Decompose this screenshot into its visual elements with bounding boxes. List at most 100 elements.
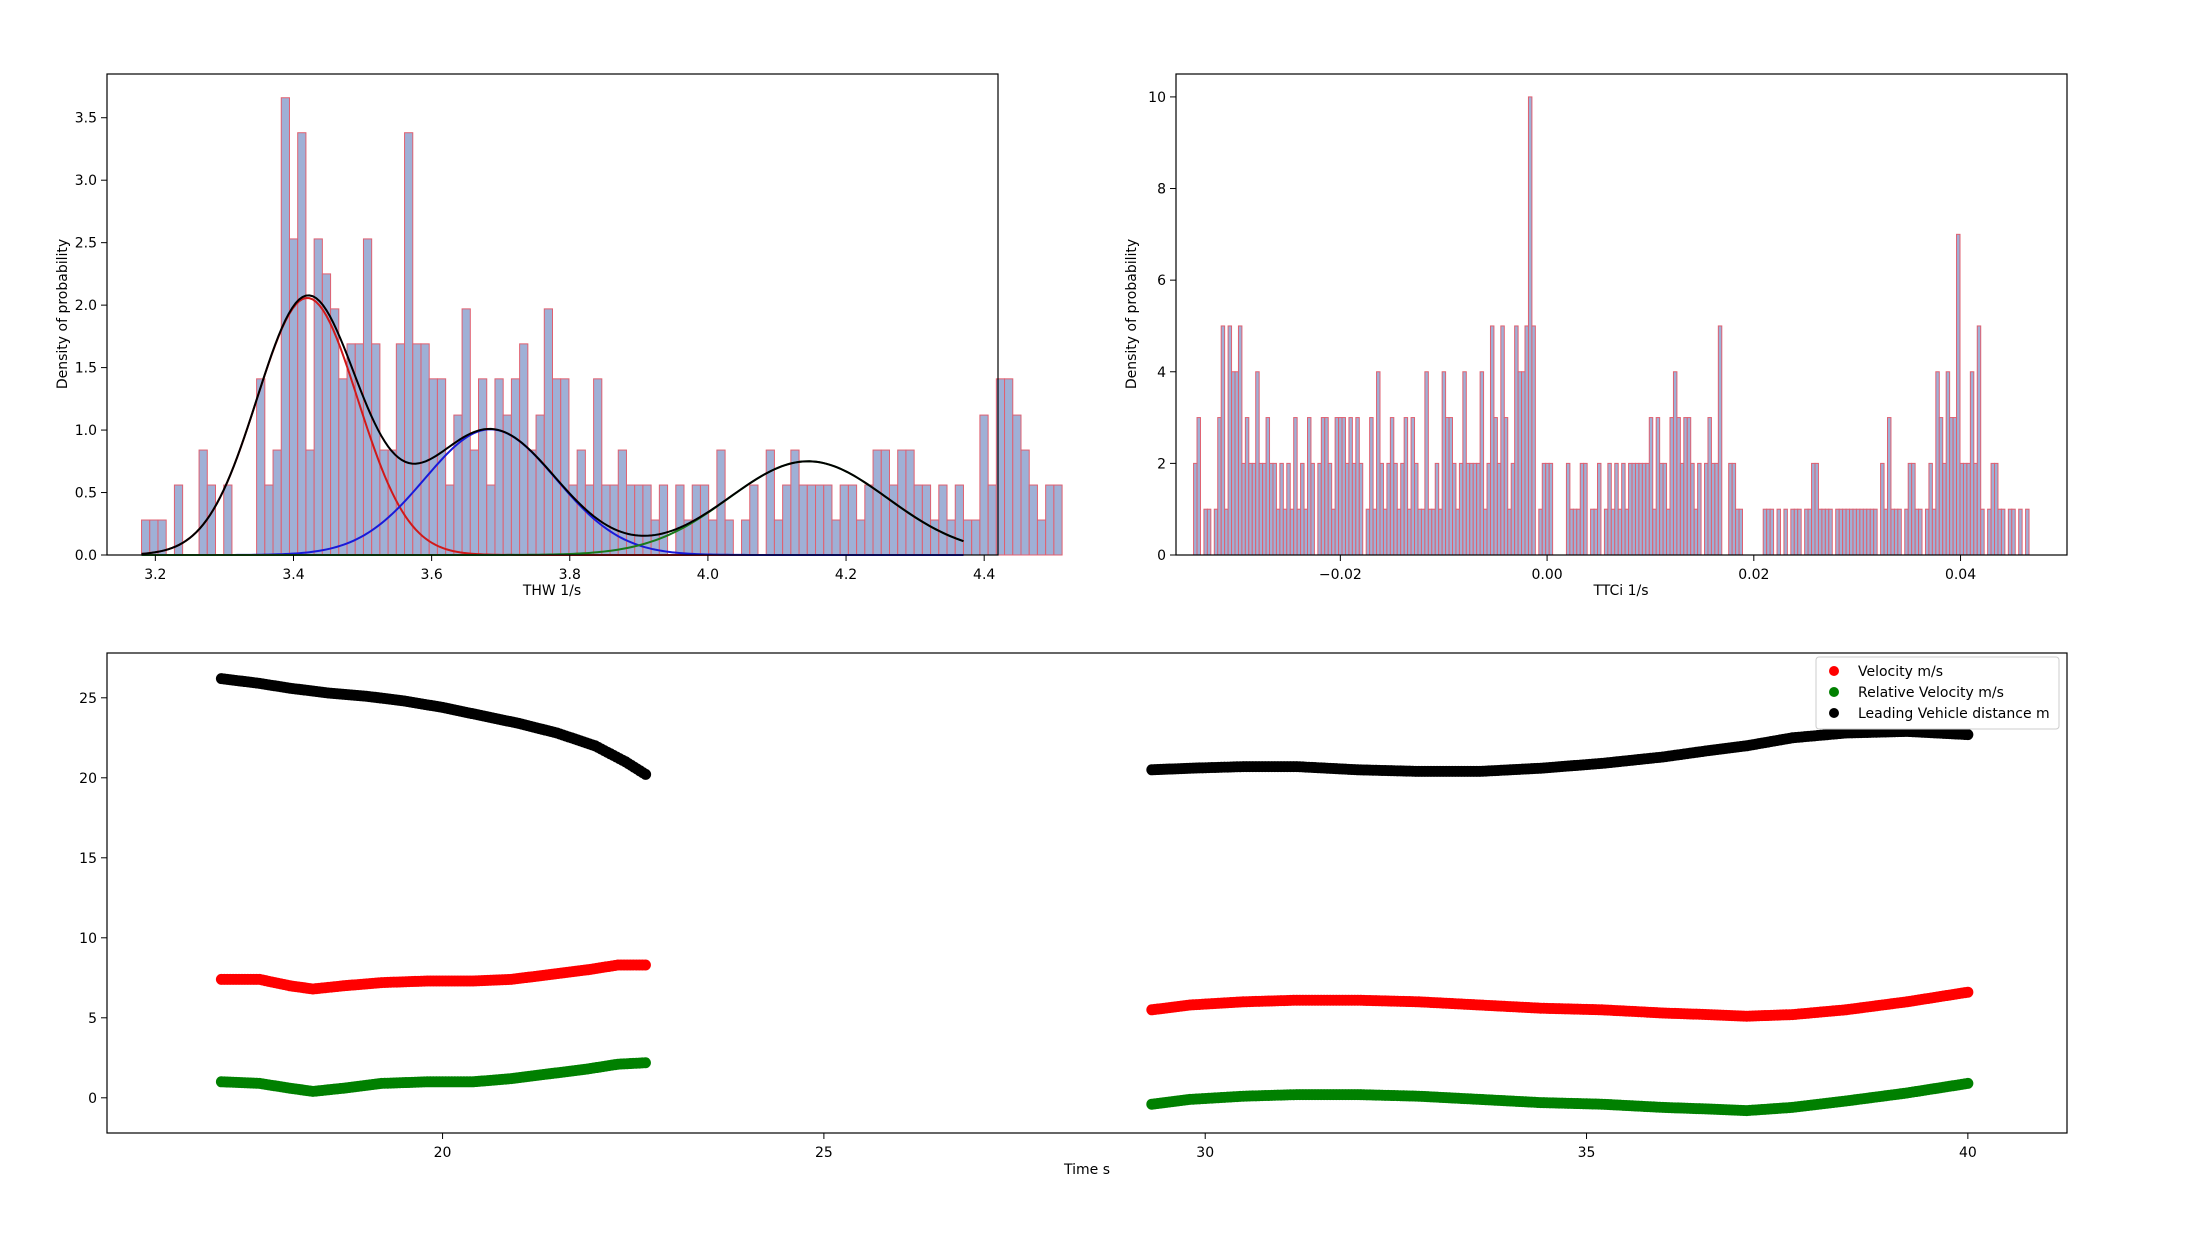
ttci-bar — [1420, 508, 1426, 556]
legend-label-relative-velocity: Relative Velocity m/s — [1858, 685, 2004, 701]
ttci-bar — [1220, 325, 1226, 556]
ttci-bar — [1324, 417, 1329, 556]
y-tick-label: 3.5 — [75, 111, 97, 127]
ttci-bar — [1272, 462, 1277, 556]
ttci-bar — [1907, 462, 1913, 556]
ttci-bar — [1427, 508, 1433, 556]
thw-bar — [395, 343, 406, 556]
ttci-bar — [1193, 462, 1198, 556]
ttci-bar — [1707, 417, 1712, 556]
ttci-bar — [1400, 462, 1405, 556]
ttci-bar — [1407, 508, 1412, 556]
y-tick-label: 8 — [1157, 182, 1166, 198]
ttci-bar — [1911, 462, 1916, 556]
ttci-bar — [1634, 462, 1640, 556]
ttci-bar — [1531, 325, 1536, 556]
thw-bar — [872, 449, 882, 556]
ttci-bar — [1652, 508, 1657, 556]
thw-bar — [675, 484, 685, 556]
thw-bar — [486, 484, 496, 556]
ttci-bar — [1697, 462, 1702, 556]
ttci-bar — [1213, 508, 1219, 556]
y-tick-label: 0 — [88, 1091, 97, 1107]
ttci-bar — [1479, 371, 1485, 556]
ttci-bar — [1545, 462, 1550, 556]
y-tick-label: 15 — [79, 851, 97, 867]
time-x-ticks: 20 25 30 35 40 — [434, 1133, 1977, 1161]
time-series-chart: 20 25 30 35 40 0 5 10 15 20 25 Time s Velocity m/… — [79, 652, 2068, 1178]
ttci-bar — [1717, 325, 1723, 556]
thw-bar — [930, 519, 940, 556]
ttci-bar — [1693, 508, 1699, 556]
thw-bar — [708, 519, 718, 556]
ttci-bar — [1617, 508, 1623, 556]
ttci-bar — [1369, 417, 1374, 556]
ttci-bar — [1217, 417, 1222, 556]
ttci-bar — [1776, 508, 1781, 556]
ttci-bar — [1952, 417, 1958, 556]
ttci-bar — [1862, 508, 1868, 556]
ttci-bar — [1731, 462, 1737, 556]
thw-bar — [560, 378, 570, 556]
ttci-bar — [1793, 508, 1799, 556]
y-tick-label: 0 — [1157, 548, 1166, 564]
ttci-bar — [1410, 417, 1416, 556]
ttci-bar — [1376, 371, 1381, 556]
ttci-bar — [1994, 462, 1999, 556]
thw-bar — [469, 449, 480, 556]
thw-x-axis-label: THW 1/s — [522, 583, 581, 599]
ttci-bar — [1783, 508, 1788, 556]
ttci-bar — [1897, 508, 1902, 556]
ttci-bar — [1987, 508, 1992, 556]
ttci-bar — [1382, 508, 1388, 556]
thw-bar — [371, 343, 381, 556]
ttci-bar — [1990, 462, 1996, 556]
thw-bar — [494, 378, 504, 556]
ttci-bar — [1710, 462, 1716, 556]
thw-bar — [519, 343, 529, 556]
thw-bar — [478, 378, 488, 556]
thw-bar — [971, 519, 981, 556]
ttci-bar — [1886, 417, 1892, 556]
ttci-bar — [1918, 508, 1923, 556]
ttci-bar — [1679, 462, 1685, 556]
time-series-point — [640, 768, 652, 780]
ttci-bar — [1579, 462, 1585, 556]
ttci-bar — [1704, 462, 1709, 556]
ttci-bar — [1424, 371, 1429, 556]
ttci-bar — [1949, 417, 1954, 556]
ttci-bar — [1648, 417, 1654, 556]
thw-histogram-chart: 3.2 3.4 3.6 3.8 4.0 4.2 4.4 0.0 0.5 1.0 1.5 2.0 2.5… — [55, 73, 1063, 599]
thw-x-ticks: 3.2 3.4 3.6 3.8 4.0 4.2 4.4 — [144, 555, 995, 583]
ttci-bar — [1317, 462, 1322, 556]
thw-bar — [206, 484, 217, 556]
ttci-bar — [1593, 508, 1598, 556]
ttci-bar — [1338, 417, 1343, 556]
ttci-bar — [1393, 462, 1398, 556]
thw-bar — [288, 238, 299, 556]
thw-bar — [1012, 414, 1022, 556]
ttci-bar — [1372, 508, 1378, 556]
y-tick-label: 0.0 — [75, 548, 97, 564]
ttci-bar — [1445, 417, 1450, 556]
time-y-ticks: 0 5 10 15 20 25 — [79, 691, 107, 1107]
ttci-bar — [1835, 508, 1840, 556]
thw-bar — [272, 449, 282, 556]
ttci-bar — [1735, 508, 1740, 556]
ttci-bar — [1465, 462, 1471, 556]
ttci-bar — [2025, 508, 2030, 556]
ttci-bar — [1282, 508, 1288, 556]
ttci-bar — [1358, 462, 1364, 556]
thw-bar — [625, 484, 636, 556]
ttci-bar — [1510, 462, 1516, 556]
ttci-bar — [1659, 462, 1664, 556]
ttci-bar — [1389, 417, 1395, 556]
ttci-bar — [1662, 462, 1668, 556]
ttci-bar — [1969, 371, 1975, 556]
thw-bar — [782, 484, 792, 556]
ttci-bar — [1289, 508, 1295, 556]
ttci-bar — [1655, 417, 1661, 556]
ttci-bar — [1631, 462, 1636, 556]
ttci-bar — [1500, 325, 1505, 556]
ttci-bar — [1241, 462, 1246, 556]
